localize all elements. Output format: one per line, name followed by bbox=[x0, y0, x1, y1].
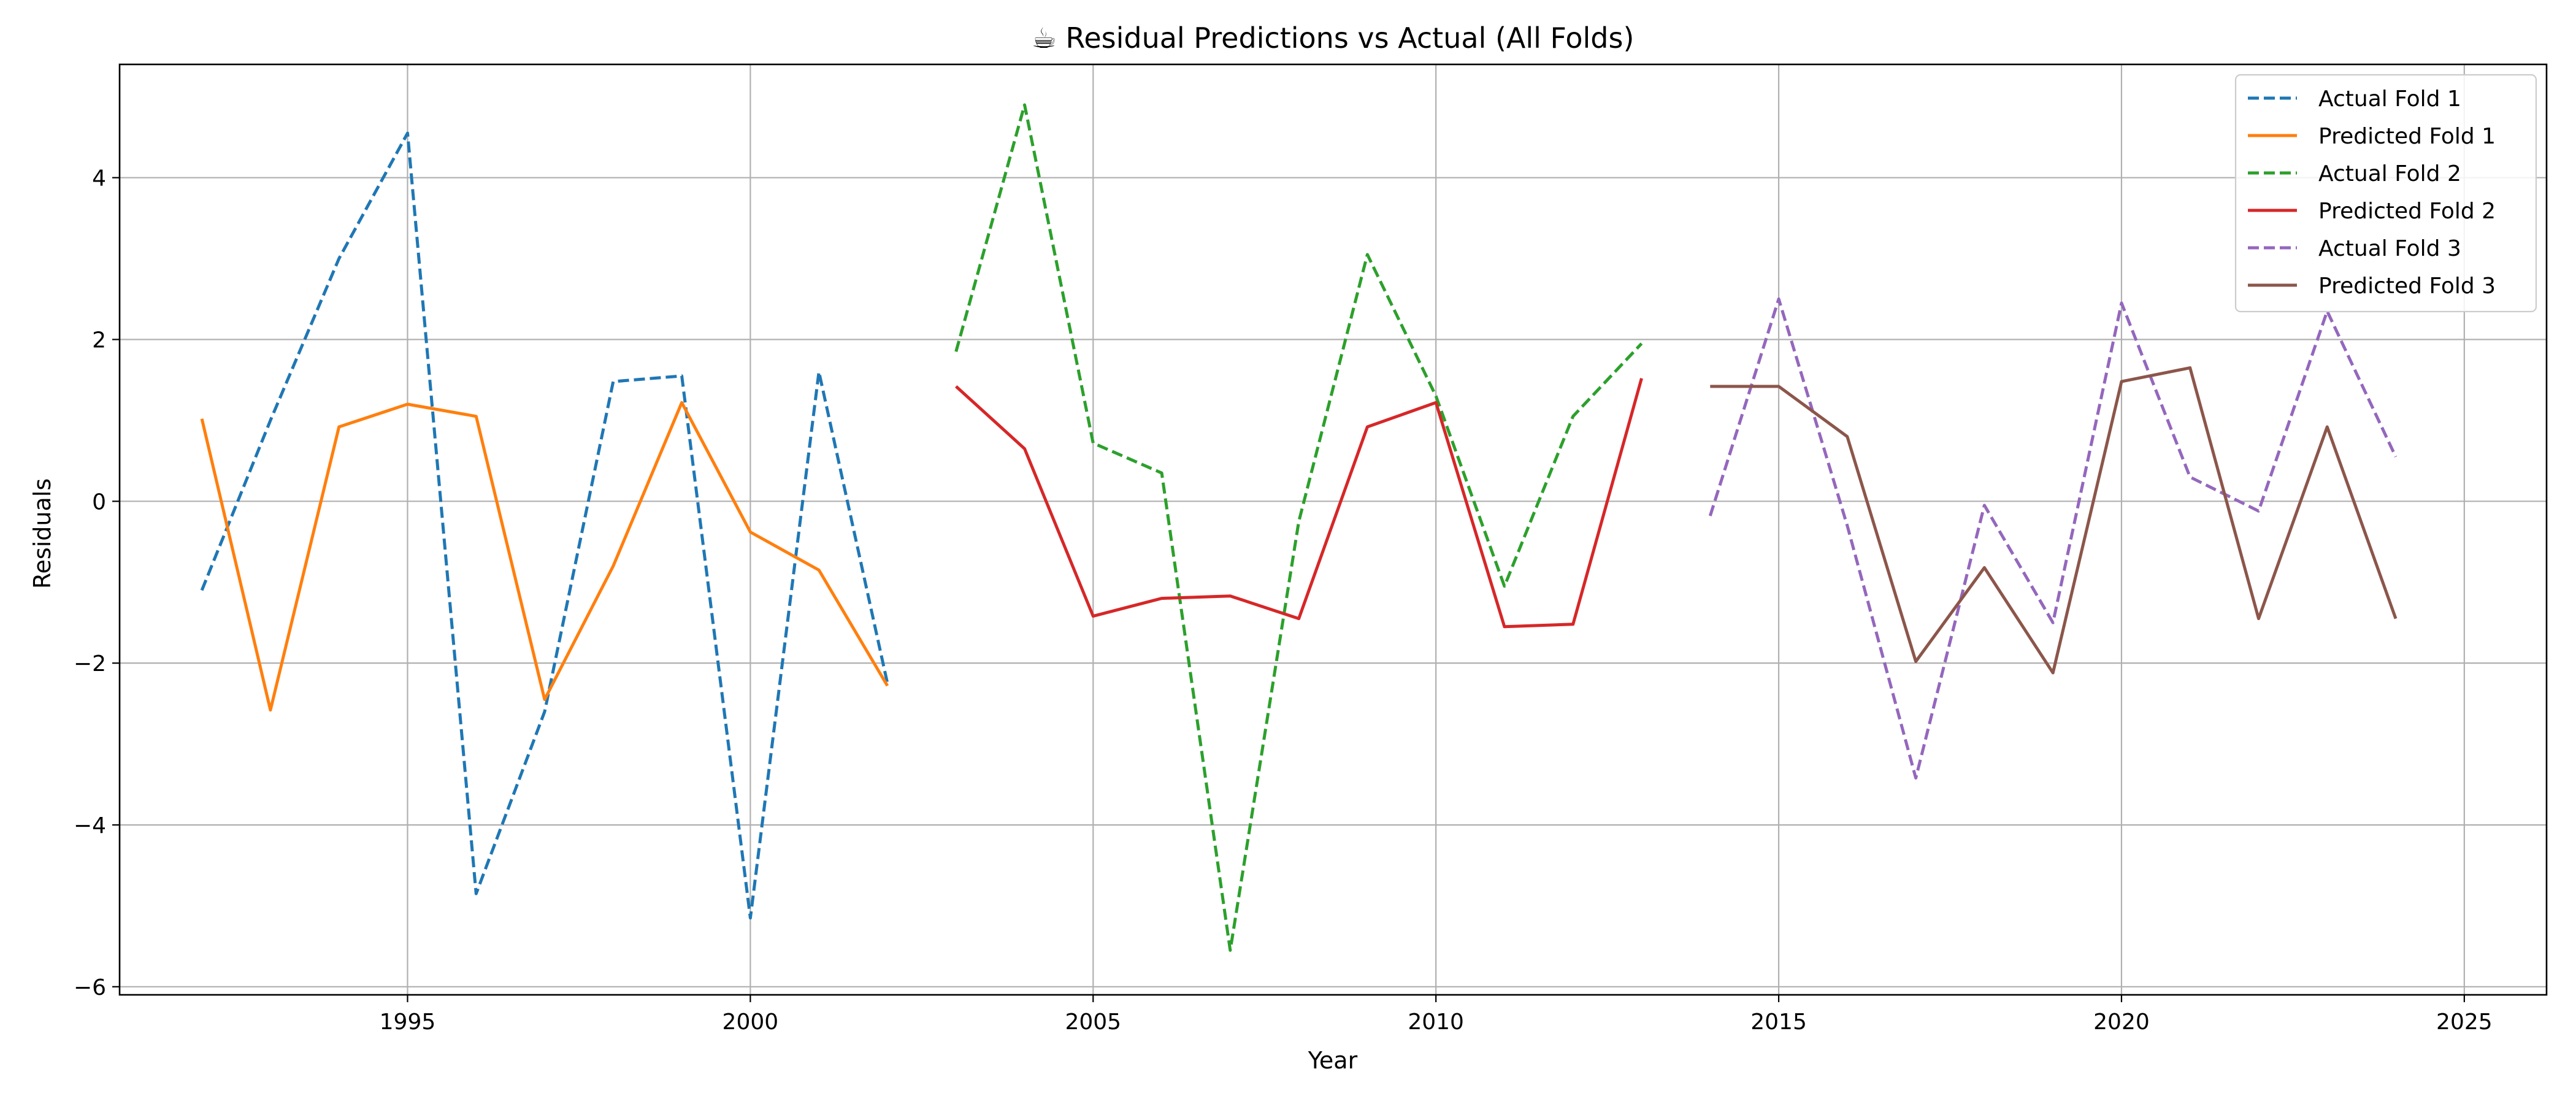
x-tick-label: 1995 bbox=[380, 1010, 436, 1035]
x-tick-label: 2005 bbox=[1065, 1010, 1121, 1035]
ticks-layer: 1995 2000 2005 2010 2015 2020 2025 −6 −4 −2 0 2 4 bbox=[74, 166, 2493, 1035]
x-tick-label: 2020 bbox=[2093, 1010, 2150, 1035]
y-tick-label: −4 bbox=[74, 813, 106, 838]
x-tick-label: 2000 bbox=[723, 1010, 779, 1035]
legend-box bbox=[2234, 74, 2537, 313]
series-line bbox=[1710, 366, 2398, 675]
legend: Actual Fold 1 Predicted Fold 1 Actual Fold… bbox=[2234, 74, 2537, 313]
y-axis-label: Residuals bbox=[29, 478, 56, 589]
legend-label: Predicted Fold 2 bbox=[2318, 199, 2496, 224]
y-tick-label: 0 bbox=[92, 489, 106, 515]
x-tick-label: 2015 bbox=[1750, 1010, 1807, 1035]
legend-label: Actual Fold 3 bbox=[2318, 236, 2461, 261]
series-layer bbox=[200, 103, 2398, 952]
legend-label: Predicted Fold 3 bbox=[2318, 274, 2496, 299]
y-tick-label: −6 bbox=[74, 975, 106, 1000]
series-line bbox=[200, 131, 889, 920]
x-tick-label: 2010 bbox=[1408, 1010, 1464, 1035]
x-axis-label: Year bbox=[1308, 1047, 1358, 1074]
series-line bbox=[200, 401, 889, 712]
y-tick-label: 2 bbox=[92, 328, 106, 353]
legend-label: Actual Fold 2 bbox=[2318, 161, 2461, 186]
legend-label: Predicted Fold 1 bbox=[2318, 124, 2496, 149]
series-line bbox=[955, 378, 1643, 629]
chart-title: ☕ Residual Predictions vs Actual (All Fo… bbox=[1032, 21, 1635, 55]
series-line bbox=[1708, 297, 2398, 780]
y-tick-label: −2 bbox=[74, 651, 106, 677]
grid-layer bbox=[120, 64, 2547, 995]
series-line bbox=[954, 103, 1643, 952]
y-tick-label: 4 bbox=[92, 166, 106, 191]
legend-label: Actual Fold 1 bbox=[2318, 86, 2461, 112]
plot-frame bbox=[118, 63, 2548, 996]
x-tick-label: 2025 bbox=[2436, 1010, 2493, 1035]
